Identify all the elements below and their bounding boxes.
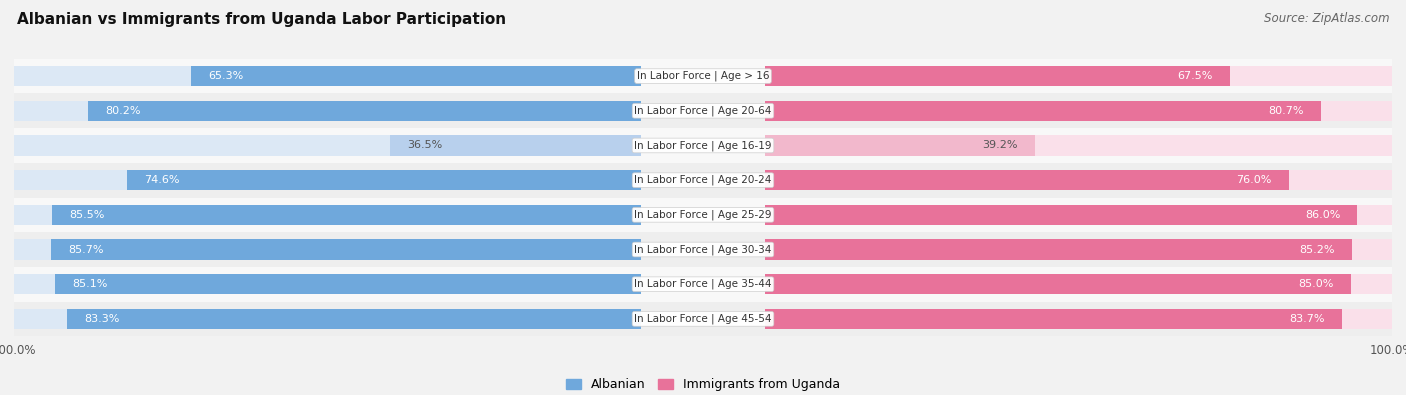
Text: 65.3%: 65.3% — [208, 71, 243, 81]
Bar — [14, 198, 1392, 232]
Text: In Labor Force | Age > 16: In Labor Force | Age > 16 — [637, 71, 769, 81]
Bar — [14, 205, 641, 225]
Bar — [14, 94, 1392, 128]
Text: In Labor Force | Age 16-19: In Labor Force | Age 16-19 — [634, 140, 772, 151]
Text: 39.2%: 39.2% — [983, 141, 1018, 150]
Bar — [14, 274, 641, 294]
Bar — [765, 274, 1351, 294]
Text: 85.2%: 85.2% — [1299, 245, 1334, 254]
Text: 67.5%: 67.5% — [1177, 71, 1213, 81]
Bar — [765, 274, 1392, 294]
Bar — [127, 170, 641, 190]
Text: 85.7%: 85.7% — [67, 245, 103, 254]
Text: In Labor Force | Age 35-44: In Labor Force | Age 35-44 — [634, 279, 772, 290]
Text: 36.5%: 36.5% — [406, 141, 441, 150]
Bar — [67, 309, 641, 329]
Bar — [765, 309, 1341, 329]
Bar — [89, 101, 641, 121]
Bar — [765, 135, 1035, 156]
Bar — [765, 135, 1392, 156]
Text: Albanian vs Immigrants from Uganda Labor Participation: Albanian vs Immigrants from Uganda Labor… — [17, 12, 506, 27]
Text: In Labor Force | Age 20-64: In Labor Force | Age 20-64 — [634, 105, 772, 116]
Bar — [765, 66, 1392, 86]
Text: 74.6%: 74.6% — [145, 175, 180, 185]
Text: 85.5%: 85.5% — [69, 210, 104, 220]
Text: Source: ZipAtlas.com: Source: ZipAtlas.com — [1264, 12, 1389, 25]
Bar — [51, 239, 641, 260]
Text: In Labor Force | Age 25-29: In Labor Force | Age 25-29 — [634, 210, 772, 220]
Text: 83.3%: 83.3% — [84, 314, 120, 324]
Bar — [14, 128, 1392, 163]
Bar — [765, 170, 1392, 190]
Bar — [765, 101, 1322, 121]
Bar — [14, 309, 641, 329]
Text: 85.0%: 85.0% — [1298, 279, 1333, 289]
Text: 86.0%: 86.0% — [1305, 210, 1340, 220]
Text: 80.7%: 80.7% — [1268, 106, 1303, 116]
Bar — [14, 59, 1392, 94]
Bar — [765, 170, 1289, 190]
Bar — [14, 239, 641, 260]
Text: 83.7%: 83.7% — [1289, 314, 1324, 324]
Bar — [765, 205, 1392, 225]
Bar — [14, 135, 641, 156]
Bar — [14, 170, 641, 190]
Bar — [55, 274, 641, 294]
Bar — [765, 66, 1230, 86]
Bar — [14, 66, 641, 86]
Bar — [52, 205, 641, 225]
Bar — [389, 135, 641, 156]
Bar — [14, 267, 1392, 301]
Text: In Labor Force | Age 30-34: In Labor Force | Age 30-34 — [634, 244, 772, 255]
Bar — [191, 66, 641, 86]
Text: In Labor Force | Age 20-24: In Labor Force | Age 20-24 — [634, 175, 772, 185]
Bar — [765, 309, 1392, 329]
Bar — [14, 301, 1392, 336]
Text: In Labor Force | Age 45-54: In Labor Force | Age 45-54 — [634, 314, 772, 324]
Text: 76.0%: 76.0% — [1236, 175, 1271, 185]
Bar — [14, 232, 1392, 267]
Legend: Albanian, Immigrants from Uganda: Albanian, Immigrants from Uganda — [561, 373, 845, 395]
Bar — [14, 101, 641, 121]
Bar — [765, 205, 1358, 225]
Bar — [765, 101, 1392, 121]
Text: 80.2%: 80.2% — [105, 106, 141, 116]
Bar — [765, 239, 1353, 260]
Bar — [14, 163, 1392, 198]
Bar — [765, 239, 1392, 260]
Text: 85.1%: 85.1% — [72, 279, 107, 289]
